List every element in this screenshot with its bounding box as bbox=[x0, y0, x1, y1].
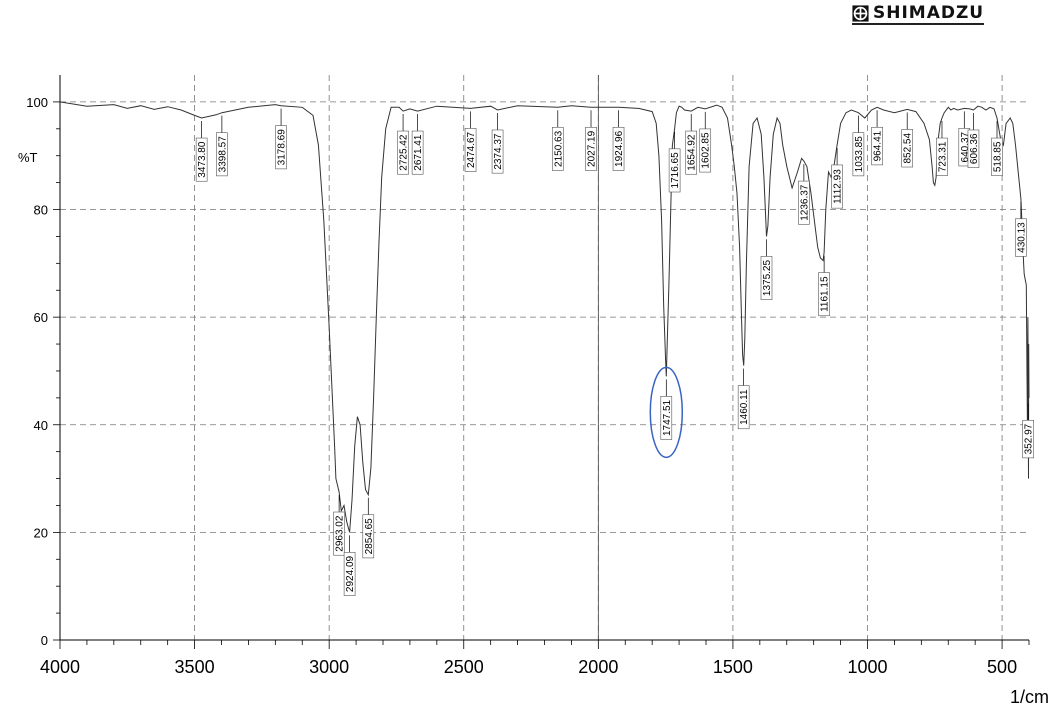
highlight-ellipse bbox=[649, 366, 684, 459]
peak-label: 2474.67 bbox=[466, 131, 477, 168]
x-tick-label: 1000 bbox=[847, 657, 887, 677]
peak-label-box bbox=[798, 180, 810, 225]
x-tick-label: 3000 bbox=[309, 657, 349, 677]
spectrum-line bbox=[59, 101, 1030, 533]
spectrum-series bbox=[59, 101, 1030, 533]
peak-label: 518.85 bbox=[993, 141, 1004, 172]
y-axis-label: %T bbox=[18, 150, 38, 165]
peak-label-box bbox=[967, 129, 980, 168]
peak-label: 1236.37 bbox=[799, 184, 810, 221]
y-tick-label: 80 bbox=[34, 203, 48, 218]
peak-label-box bbox=[685, 130, 698, 175]
peak-label-box bbox=[343, 552, 356, 596]
peak-label-box bbox=[585, 126, 597, 171]
y-tick-label: 60 bbox=[34, 310, 48, 325]
peak-label-box bbox=[397, 130, 409, 175]
peak-label-box bbox=[852, 132, 865, 177]
peak-label: 1460.11 bbox=[739, 389, 750, 425]
peak-label-box bbox=[991, 137, 1003, 176]
peak-label: 1924.96 bbox=[614, 130, 625, 167]
peak-label-box bbox=[668, 148, 681, 193]
tick-labels: 0 20 40 60 80 100 4000 3500 3000 2500 2000 1500 1000… bbox=[26, 95, 1017, 677]
brand-name: SHIMADZU bbox=[873, 3, 985, 23]
peak-label-box bbox=[464, 128, 477, 172]
x-tick-label: 4000 bbox=[40, 657, 80, 677]
peak-label: 2725.42 bbox=[399, 134, 410, 171]
peak-label: 640.37 bbox=[960, 131, 971, 162]
x-tick-label: 2000 bbox=[578, 657, 618, 677]
shimadzu-logo: SHIMADZU bbox=[852, 3, 985, 25]
peak-label-box bbox=[612, 126, 625, 171]
peak-label: 352.97 bbox=[1024, 423, 1035, 454]
peak-label-box bbox=[333, 511, 345, 556]
peak-label-box bbox=[491, 129, 504, 174]
peak-label: 2963.02 bbox=[335, 515, 346, 552]
y-tick-label: 0 bbox=[41, 633, 48, 648]
peak-label: 2027.19 bbox=[587, 130, 598, 167]
peak-label-box bbox=[275, 125, 287, 170]
peak-label: 964.41 bbox=[873, 130, 884, 161]
peak-label-box bbox=[760, 256, 773, 300]
peak-label-box bbox=[551, 126, 564, 171]
peak-label: 1161.15 bbox=[820, 276, 831, 312]
peak-label: 1654.92 bbox=[687, 134, 698, 171]
peak-label: 1747.51 bbox=[662, 399, 673, 436]
peak-label-box bbox=[936, 137, 948, 176]
peak-label: 2924.09 bbox=[345, 555, 356, 592]
y-tick-label: 40 bbox=[34, 418, 48, 433]
peak-label-box bbox=[216, 132, 228, 177]
peak-label-box bbox=[1015, 218, 1027, 257]
peak-label-box bbox=[831, 164, 843, 209]
peak-label-box bbox=[871, 126, 883, 166]
x-tick-label: 500 bbox=[987, 657, 1017, 677]
peak-label-box bbox=[1022, 419, 1035, 459]
peak-label: 723.31 bbox=[937, 141, 948, 172]
peak-label: 2854.65 bbox=[364, 518, 375, 555]
tick-marks bbox=[53, 101, 1030, 649]
peak-label: 3398.57 bbox=[217, 136, 228, 173]
peak-label: 2374.37 bbox=[493, 133, 504, 170]
peak-label: 1602.85 bbox=[701, 132, 712, 169]
x-tick-label: 2500 bbox=[444, 657, 484, 677]
peak-label-box bbox=[901, 129, 913, 168]
y-tick-label: 100 bbox=[26, 95, 48, 110]
peak-label-box bbox=[195, 137, 208, 182]
peak-label: 1033.85 bbox=[854, 136, 865, 173]
peak-label: 2150.63 bbox=[553, 130, 564, 167]
peak-annotations: 3473.80 3398.57 3178.69 2963.02 2924.09 2854.… bbox=[195, 108, 1035, 596]
peak-label: 3473.80 bbox=[197, 141, 208, 178]
peak-label: 606.36 bbox=[969, 133, 980, 164]
peak-label-box bbox=[737, 385, 750, 430]
x-tick-label: 3500 bbox=[175, 657, 215, 677]
y-tick-label: 20 bbox=[34, 525, 48, 540]
peak-label: 2671.41 bbox=[413, 134, 424, 171]
shimadzu-logo-icon bbox=[852, 4, 869, 22]
peak-label-box bbox=[818, 272, 830, 317]
peak-label-box bbox=[411, 130, 424, 175]
peak-label-box bbox=[699, 128, 712, 173]
peak-label-box bbox=[362, 514, 375, 559]
x-axis-label: 1/cm bbox=[1010, 687, 1049, 707]
peak-label-box bbox=[660, 396, 673, 440]
peak-label: 3178.69 bbox=[277, 129, 288, 166]
x-tick-label: 1500 bbox=[713, 657, 753, 677]
peak-label: 852.54 bbox=[903, 133, 914, 164]
peak-label: 1112.93 bbox=[833, 169, 844, 204]
peak-label: 1716.65 bbox=[670, 152, 681, 189]
peak-label: 1375.25 bbox=[762, 260, 773, 297]
peak-label: 430.13 bbox=[1016, 222, 1027, 253]
